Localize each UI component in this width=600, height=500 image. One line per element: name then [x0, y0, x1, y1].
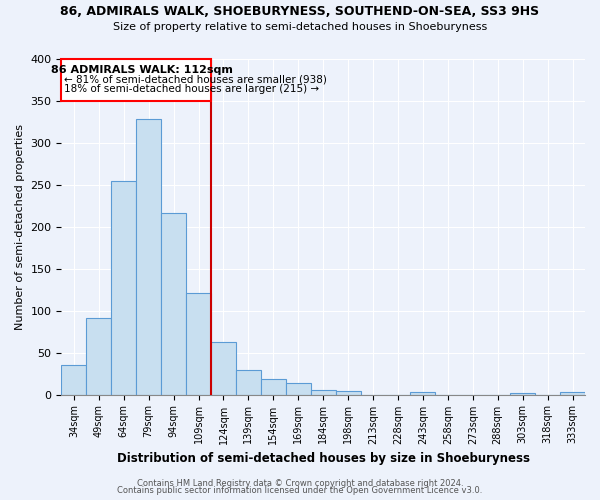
- Y-axis label: Number of semi-detached properties: Number of semi-detached properties: [15, 124, 25, 330]
- Bar: [161, 214, 186, 394]
- Bar: [510, 393, 535, 394]
- Bar: [86, 318, 111, 394]
- Bar: [335, 391, 361, 394]
- FancyBboxPatch shape: [61, 59, 211, 101]
- Bar: [61, 365, 86, 394]
- Text: 86 ADMIRALS WALK: 112sqm: 86 ADMIRALS WALK: 112sqm: [52, 65, 233, 75]
- Bar: [136, 118, 161, 394]
- Bar: [311, 390, 335, 394]
- Bar: [211, 342, 236, 394]
- X-axis label: Distribution of semi-detached houses by size in Shoeburyness: Distribution of semi-detached houses by …: [117, 452, 530, 465]
- Bar: [236, 370, 261, 394]
- Bar: [186, 293, 211, 394]
- Text: 86, ADMIRALS WALK, SHOEBURYNESS, SOUTHEND-ON-SEA, SS3 9HS: 86, ADMIRALS WALK, SHOEBURYNESS, SOUTHEN…: [61, 5, 539, 18]
- Bar: [410, 392, 436, 394]
- Text: Contains public sector information licensed under the Open Government Licence v3: Contains public sector information licen…: [118, 486, 482, 495]
- Bar: [261, 378, 286, 394]
- Bar: [286, 383, 311, 394]
- Text: Size of property relative to semi-detached houses in Shoeburyness: Size of property relative to semi-detach…: [113, 22, 487, 32]
- Text: Contains HM Land Registry data © Crown copyright and database right 2024.: Contains HM Land Registry data © Crown c…: [137, 478, 463, 488]
- Text: ← 81% of semi-detached houses are smaller (938): ← 81% of semi-detached houses are smalle…: [64, 74, 327, 84]
- Text: 18% of semi-detached houses are larger (215) →: 18% of semi-detached houses are larger (…: [64, 84, 319, 94]
- Bar: [111, 182, 136, 394]
- Bar: [560, 392, 585, 394]
